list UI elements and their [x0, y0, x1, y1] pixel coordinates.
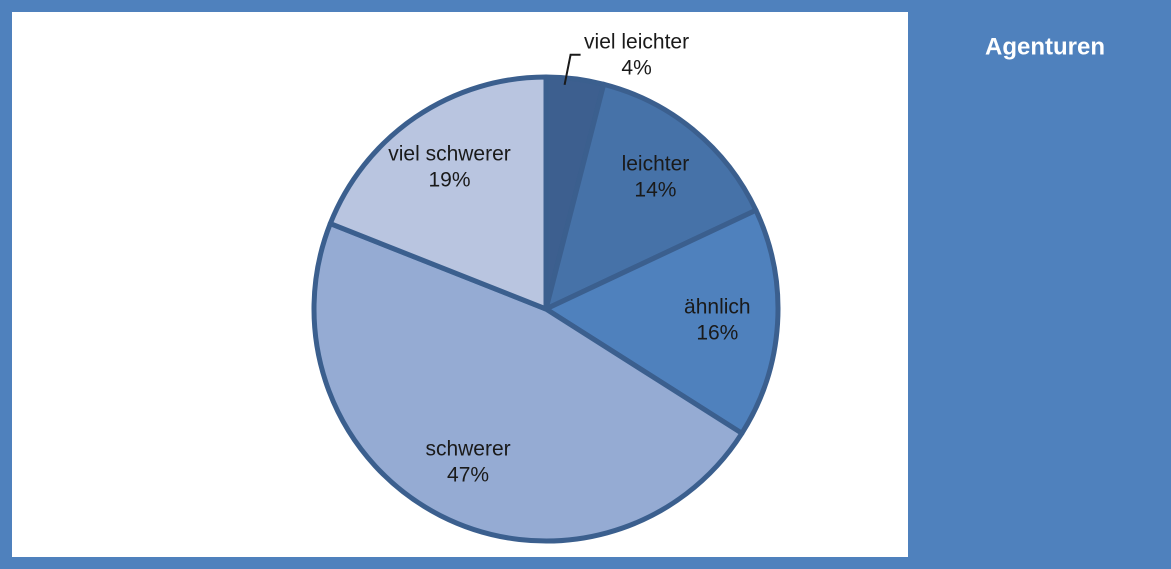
pie-slice [311, 221, 745, 544]
slice-value-label: 19% [428, 169, 470, 192]
slice-value-label: 47% [447, 464, 489, 487]
pie-slice [327, 74, 549, 312]
slice-label: schwerer [425, 438, 510, 461]
slice-label: viel leichter [584, 30, 689, 53]
slice-label: viel schwerer [388, 143, 511, 166]
slice-value-label: 16% [696, 321, 738, 344]
slice-label: leichter [622, 152, 690, 175]
leader-line [563, 53, 581, 85]
slice-value-label: 4% [621, 56, 651, 79]
pie-slice [543, 81, 759, 312]
slice-value-label: 14% [634, 178, 676, 201]
chart-title: Agenturen [985, 33, 1105, 60]
slice-label: ähnlich [684, 295, 751, 318]
pie-slice [543, 207, 781, 436]
